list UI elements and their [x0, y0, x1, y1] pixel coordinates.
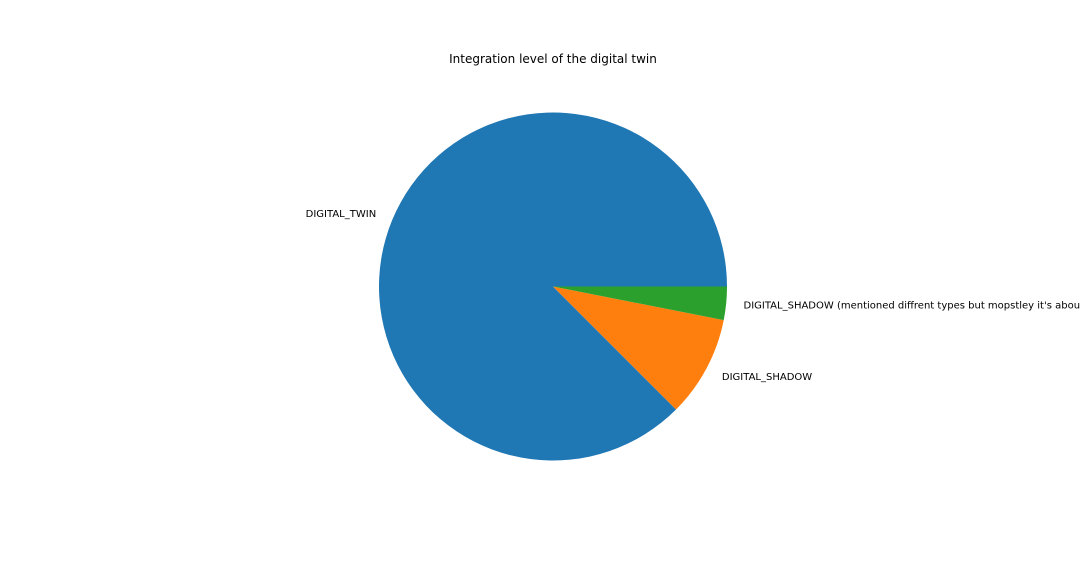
pie-labels: DIGITAL_TWIN DIGITAL_SHADOW DIGITAL_SHADOW… — [306, 209, 1080, 383]
pie-slice-3 — [553, 286, 727, 321]
pie-slices — [378, 112, 727, 461]
pie-label-2: DIGITAL_SHADOW — [722, 372, 812, 383]
chart-title: Integration level of the digital twin — [449, 52, 657, 66]
pie-slice-1 — [378, 112, 727, 461]
pie-label-3: DIGITAL_SHADOW (mentioned diffrent types… — [744, 301, 1080, 312]
pie-label-1: DIGITAL_TWIN — [306, 209, 377, 220]
pie-slice-2 — [553, 286, 724, 410]
